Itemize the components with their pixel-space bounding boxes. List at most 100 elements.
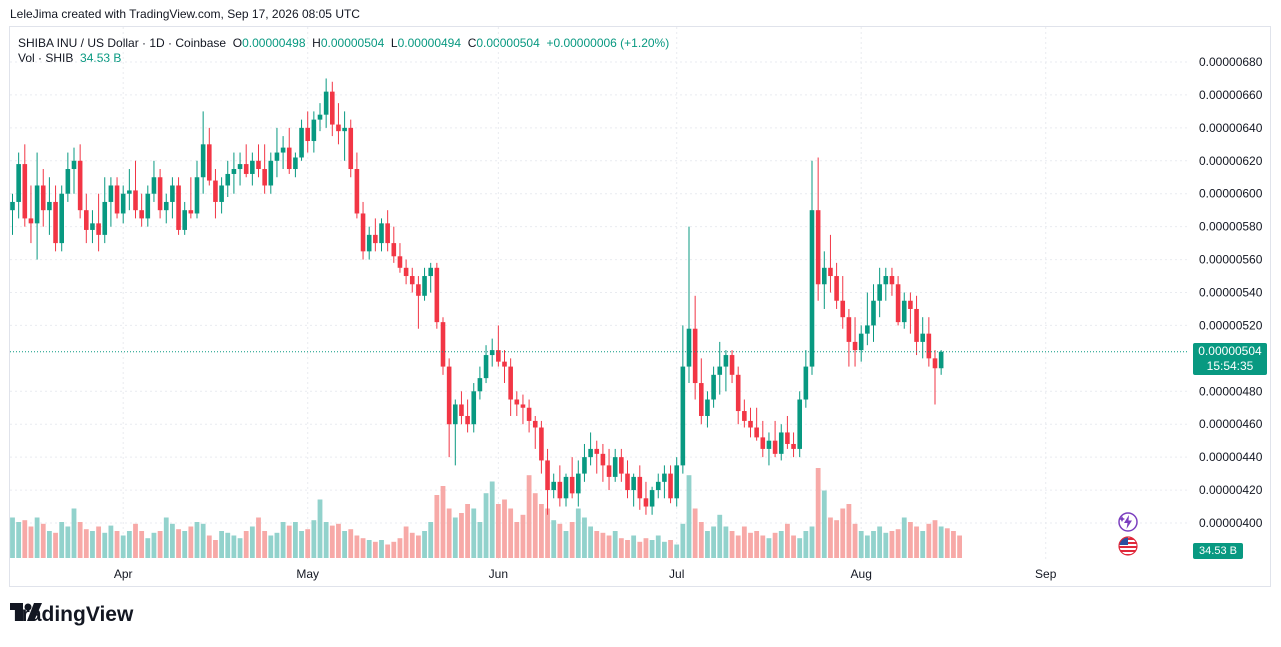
volume-tag: 34.53 B [1193, 543, 1243, 559]
volume-bar [471, 508, 477, 558]
candle-body [594, 448, 600, 454]
tradingview-logo-text: TradingView [10, 603, 134, 626]
volume-bar [434, 495, 440, 558]
candle-body [938, 351, 944, 369]
candle-body [200, 144, 206, 178]
volume-bar [864, 535, 870, 558]
candle-body [243, 164, 249, 174]
volume-bar [83, 529, 89, 558]
volume-bar [495, 504, 501, 558]
candle-body [403, 267, 409, 277]
candle-body [391, 243, 397, 257]
y-tick-label: 0.00000440 [1199, 450, 1263, 464]
candle-body [711, 374, 716, 400]
candle-body [330, 91, 335, 125]
x-tick-label: Jul [669, 567, 684, 581]
candle-body [871, 300, 876, 326]
x-tick-label: Sep [1035, 567, 1057, 581]
volume-bar [126, 531, 132, 558]
volume-bar [705, 531, 710, 558]
volume-bar [563, 531, 569, 558]
candle-body [483, 355, 489, 379]
lightning-icon[interactable] [1117, 511, 1138, 532]
volume-bar [668, 540, 673, 558]
candle-body [16, 164, 21, 202]
volume-bar [53, 532, 58, 558]
volume-bar [213, 540, 218, 558]
candle-body [194, 177, 200, 214]
low-label: L [390, 36, 398, 50]
candle-body [828, 267, 833, 277]
candle-body [182, 210, 187, 230]
candle-body [834, 276, 839, 301]
volume-bar [741, 526, 747, 558]
candle-body [422, 276, 427, 296]
last-price-value: 0.00000504 [1198, 344, 1262, 358]
candle-body [342, 127, 347, 132]
chart-frame[interactable] [9, 26, 1271, 587]
candle-body [877, 284, 882, 301]
candle-body [895, 284, 901, 323]
candle-body [539, 427, 544, 461]
candle-body [588, 448, 593, 458]
volume-bar [22, 520, 28, 558]
volume-bar [532, 493, 538, 558]
volume-bar [828, 517, 833, 558]
x-tick-label: Apr [114, 567, 133, 581]
candle-body [139, 210, 144, 219]
volume-bar [114, 531, 120, 558]
candle-body [526, 407, 532, 421]
y-tick-label: 0.00000400 [1199, 516, 1263, 530]
candle-body [742, 411, 747, 421]
volume-bar [649, 540, 655, 558]
volume-bar [268, 535, 274, 558]
volume-bar [409, 532, 415, 558]
volume-bar [416, 535, 421, 558]
candle-body [477, 378, 483, 392]
volume-bar [526, 475, 532, 558]
candle-body [508, 366, 513, 400]
volume-bar [354, 535, 360, 558]
volume-bar [575, 508, 581, 558]
x-tick-label: Aug [851, 567, 872, 581]
symbol-title[interactable]: SHIBA INU / US Dollar · 1D · Coinbase [18, 36, 227, 50]
volume-bar [815, 468, 821, 558]
y-tick-label: 0.00000640 [1199, 121, 1263, 135]
volume-bar [28, 526, 34, 558]
volume-bar [102, 532, 108, 558]
candle-body [557, 481, 563, 499]
candle-body [28, 218, 34, 224]
volume-bar [551, 520, 557, 558]
candle-body [59, 193, 64, 244]
candle-body [22, 164, 28, 219]
volume-bar [655, 535, 661, 558]
volume-bar [305, 529, 311, 558]
y-tick-label: 0.00000540 [1199, 286, 1263, 300]
volume-bar [717, 514, 723, 558]
volume-bar [631, 535, 637, 558]
candle-body [569, 476, 575, 494]
candle-body [348, 127, 354, 170]
candle-body [311, 119, 317, 142]
candle-body [520, 404, 526, 408]
tradingview-logo[interactable]: TradingView [10, 603, 133, 627]
bar-countdown: 15:54:35 [1206, 359, 1254, 373]
volume-bar [465, 504, 470, 558]
candle-body [471, 391, 477, 425]
candle-body [459, 404, 464, 416]
candle-body [889, 276, 895, 285]
volume-bar [336, 523, 341, 558]
volume-bar [502, 499, 507, 558]
us-flag-icon[interactable] [1117, 535, 1138, 556]
candle-body [545, 460, 550, 491]
candle-body [256, 160, 261, 170]
volume-bar [40, 523, 46, 558]
volume-bar [170, 523, 175, 558]
candle-body [785, 432, 790, 444]
volume-bar [151, 532, 157, 558]
volume-bar [262, 531, 268, 558]
volume-bar [243, 531, 249, 558]
last-price-tag: 0.00000504 15:54:35 [1193, 343, 1267, 375]
volume-bar [778, 531, 784, 558]
